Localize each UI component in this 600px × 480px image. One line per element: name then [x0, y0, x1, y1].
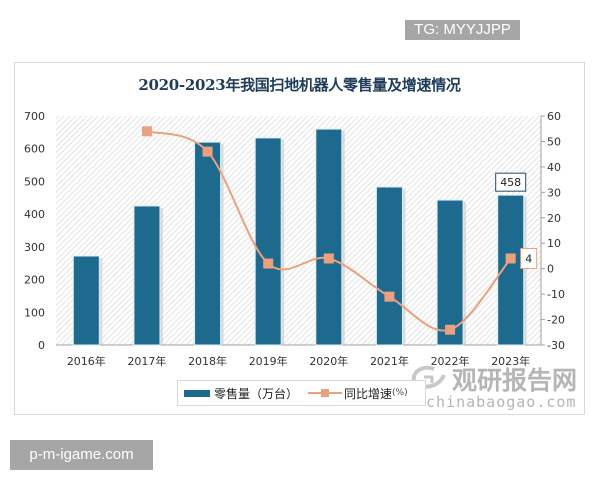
- right-y-axis: 60 50 40 30 20 10 0 -10 -20 -30: [540, 110, 565, 352]
- bar-2021年: [375, 186, 403, 346]
- svg-text:-30: -30: [547, 339, 565, 352]
- svg-text:0: 0: [547, 263, 554, 276]
- site-watermark-badge: p-m-igame.com: [10, 440, 153, 470]
- svg-text:2018年: 2018年: [188, 354, 227, 368]
- line-marker: [141, 126, 152, 137]
- line-marker: [263, 258, 274, 269]
- svg-text:500: 500: [24, 175, 45, 188]
- svg-text:10: 10: [547, 237, 561, 250]
- svg-text:100: 100: [24, 306, 45, 319]
- bar-2016年: [72, 255, 100, 346]
- svg-text:2021年: 2021年: [370, 354, 409, 368]
- svg-text:2019年: 2019年: [249, 354, 288, 368]
- line-marker: [384, 291, 395, 302]
- left-y-axis: 700 600 500 400 300 200 100 0: [24, 110, 45, 352]
- bar-2019年: [254, 137, 282, 346]
- svg-text:700: 700: [24, 110, 45, 123]
- legend-bar-label: 零售量（万台）: [214, 386, 299, 401]
- svg-text:-20: -20: [547, 314, 565, 327]
- bar-2020年: [315, 128, 343, 346]
- svg-text:2022年: 2022年: [431, 354, 470, 368]
- svg-text:0: 0: [38, 339, 45, 352]
- legend-line-swatch: [308, 388, 343, 398]
- line-marker: [505, 253, 516, 264]
- legend-bar-swatch: [184, 389, 210, 397]
- svg-text:2016年: 2016年: [67, 354, 106, 368]
- chart-legend: 零售量（万台） 同比增速 (%): [177, 380, 426, 406]
- svg-text:200: 200: [24, 274, 45, 287]
- tg-watermark-badge: TG: MYYJJPP: [405, 20, 520, 40]
- svg-text:30: 30: [547, 186, 561, 199]
- x-axis: 2016年 2017年 2018年 2019年 2020年 2021年 2022年 2023年: [67, 354, 530, 368]
- line-marker: [323, 253, 334, 264]
- svg-text:600: 600: [24, 143, 45, 156]
- watermark-cn-text: 观研报告网: [452, 366, 578, 395]
- plot-area: [56, 116, 541, 346]
- line-marker: [202, 146, 213, 157]
- svg-text:400: 400: [24, 208, 45, 221]
- bar-2018年: [194, 141, 222, 346]
- watermark-en-text: chinabaogao.com: [426, 393, 577, 411]
- svg-text:60: 60: [547, 110, 561, 123]
- svg-text:458: 458: [500, 176, 521, 189]
- svg-text:2023年: 2023年: [491, 354, 530, 368]
- chart-frame: 2020-2023年我国扫地机器人零售量及增速情况 700 600 500 400 30…: [14, 62, 585, 415]
- chinabaogao-watermark: 观研报告网 chinabaogao.com: [410, 361, 585, 411]
- svg-text:2020年: 2020年: [309, 354, 348, 368]
- svg-text:20: 20: [547, 212, 561, 225]
- svg-text:2017年: 2017年: [127, 354, 166, 368]
- svg-text:4: 4: [525, 252, 532, 265]
- svg-text:-10: -10: [547, 288, 565, 301]
- bar-2022年: [436, 199, 464, 346]
- line-marker: [445, 324, 456, 335]
- line-series: [141, 126, 516, 335]
- bar-series: [72, 128, 527, 346]
- legend-line-unit: (%): [392, 388, 408, 398]
- svg-text:300: 300: [24, 241, 45, 254]
- data-labels: 458 4: [495, 172, 538, 269]
- svg-text:50: 50: [547, 135, 561, 148]
- legend-line-label: 同比增速: [344, 386, 393, 401]
- bar-2017年: [133, 205, 161, 346]
- svg-text:40: 40: [547, 161, 561, 174]
- chart-title: 2020-2023年我国扫地机器人零售量及增速情况: [138, 76, 461, 94]
